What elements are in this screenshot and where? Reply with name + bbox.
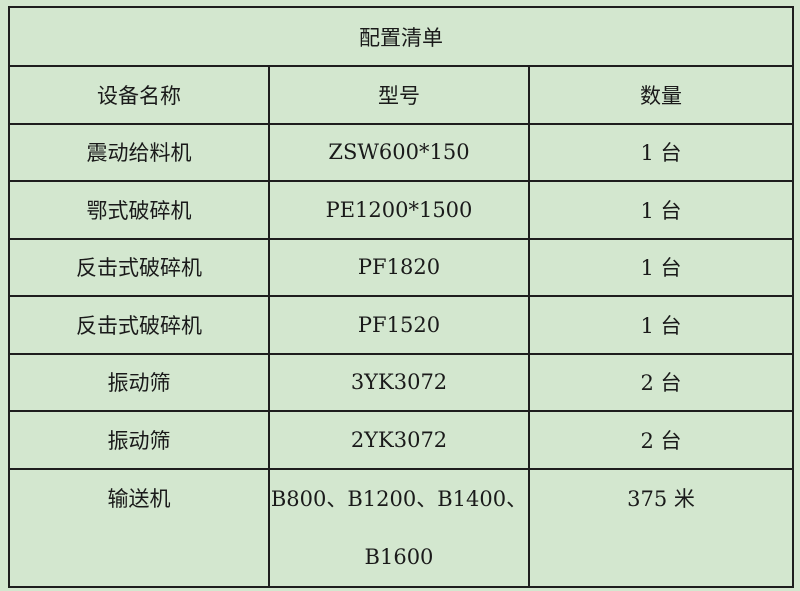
cell-model: B800、B1200、B1400、 B1600 [268, 467, 530, 588]
cell-quantity: 375 米 [527, 467, 795, 588]
cell-name-text: 输送机 [107, 486, 171, 511]
cell-model: PE1200*1500 [268, 180, 530, 240]
cell-name: 鄂式破碎机 [8, 180, 270, 240]
header-quantity: 数量 [527, 65, 795, 125]
config-list-table: 配置清单 设备名称 型号 数量 震动给料机 ZSW600*150 1 台 鄂式破… [7, 6, 795, 588]
cell-name: 反击式破碎机 [8, 237, 270, 297]
cell-model: 2YK3072 [268, 410, 530, 470]
cell-model: ZSW600*150 [268, 122, 530, 182]
table-title-row: 配置清单 [7, 6, 795, 67]
cell-quantity: 2 台 [527, 352, 795, 412]
cell-name: 震动给料机 [8, 122, 270, 182]
cell-quantity-text: 375 米 [627, 486, 695, 511]
table-row: 震动给料机 ZSW600*150 1 台 [8, 122, 795, 182]
cell-name: 反击式破碎机 [8, 295, 270, 355]
cell-model-line2: B1600 [364, 544, 434, 569]
header-model: 型号 [268, 65, 530, 125]
cell-quantity: 1 台 [527, 295, 795, 355]
table-row: 反击式破碎机 PF1820 1 台 [8, 237, 795, 297]
table-row: 反击式破碎机 PF1520 1 台 [8, 295, 795, 355]
table-row: 鄂式破碎机 PE1200*1500 1 台 [8, 180, 795, 240]
cell-model: PF1820 [268, 237, 530, 297]
cell-name: 振动筛 [8, 352, 270, 412]
cell-quantity: 2 台 [527, 410, 795, 470]
header-name: 设备名称 [8, 65, 270, 125]
table-row: 振动筛 2YK3072 2 台 [8, 410, 795, 470]
cell-model: PF1520 [268, 295, 530, 355]
table-row: 输送机 B800、B1200、B1400、 B1600 375 米 [8, 467, 795, 588]
cell-quantity: 1 台 [527, 237, 795, 297]
cell-name: 输送机 [8, 467, 270, 588]
cell-model: 3YK3072 [268, 352, 530, 412]
table-header-row: 设备名称 型号 数量 [8, 65, 795, 125]
table-row: 振动筛 3YK3072 2 台 [8, 352, 795, 412]
cell-name: 振动筛 [8, 410, 270, 470]
cell-model-line1: B800、B1200、B1400、 [270, 486, 528, 511]
table-title: 配置清单 [7, 6, 795, 67]
cell-quantity: 1 台 [527, 180, 795, 240]
cell-quantity: 1 台 [527, 122, 795, 182]
